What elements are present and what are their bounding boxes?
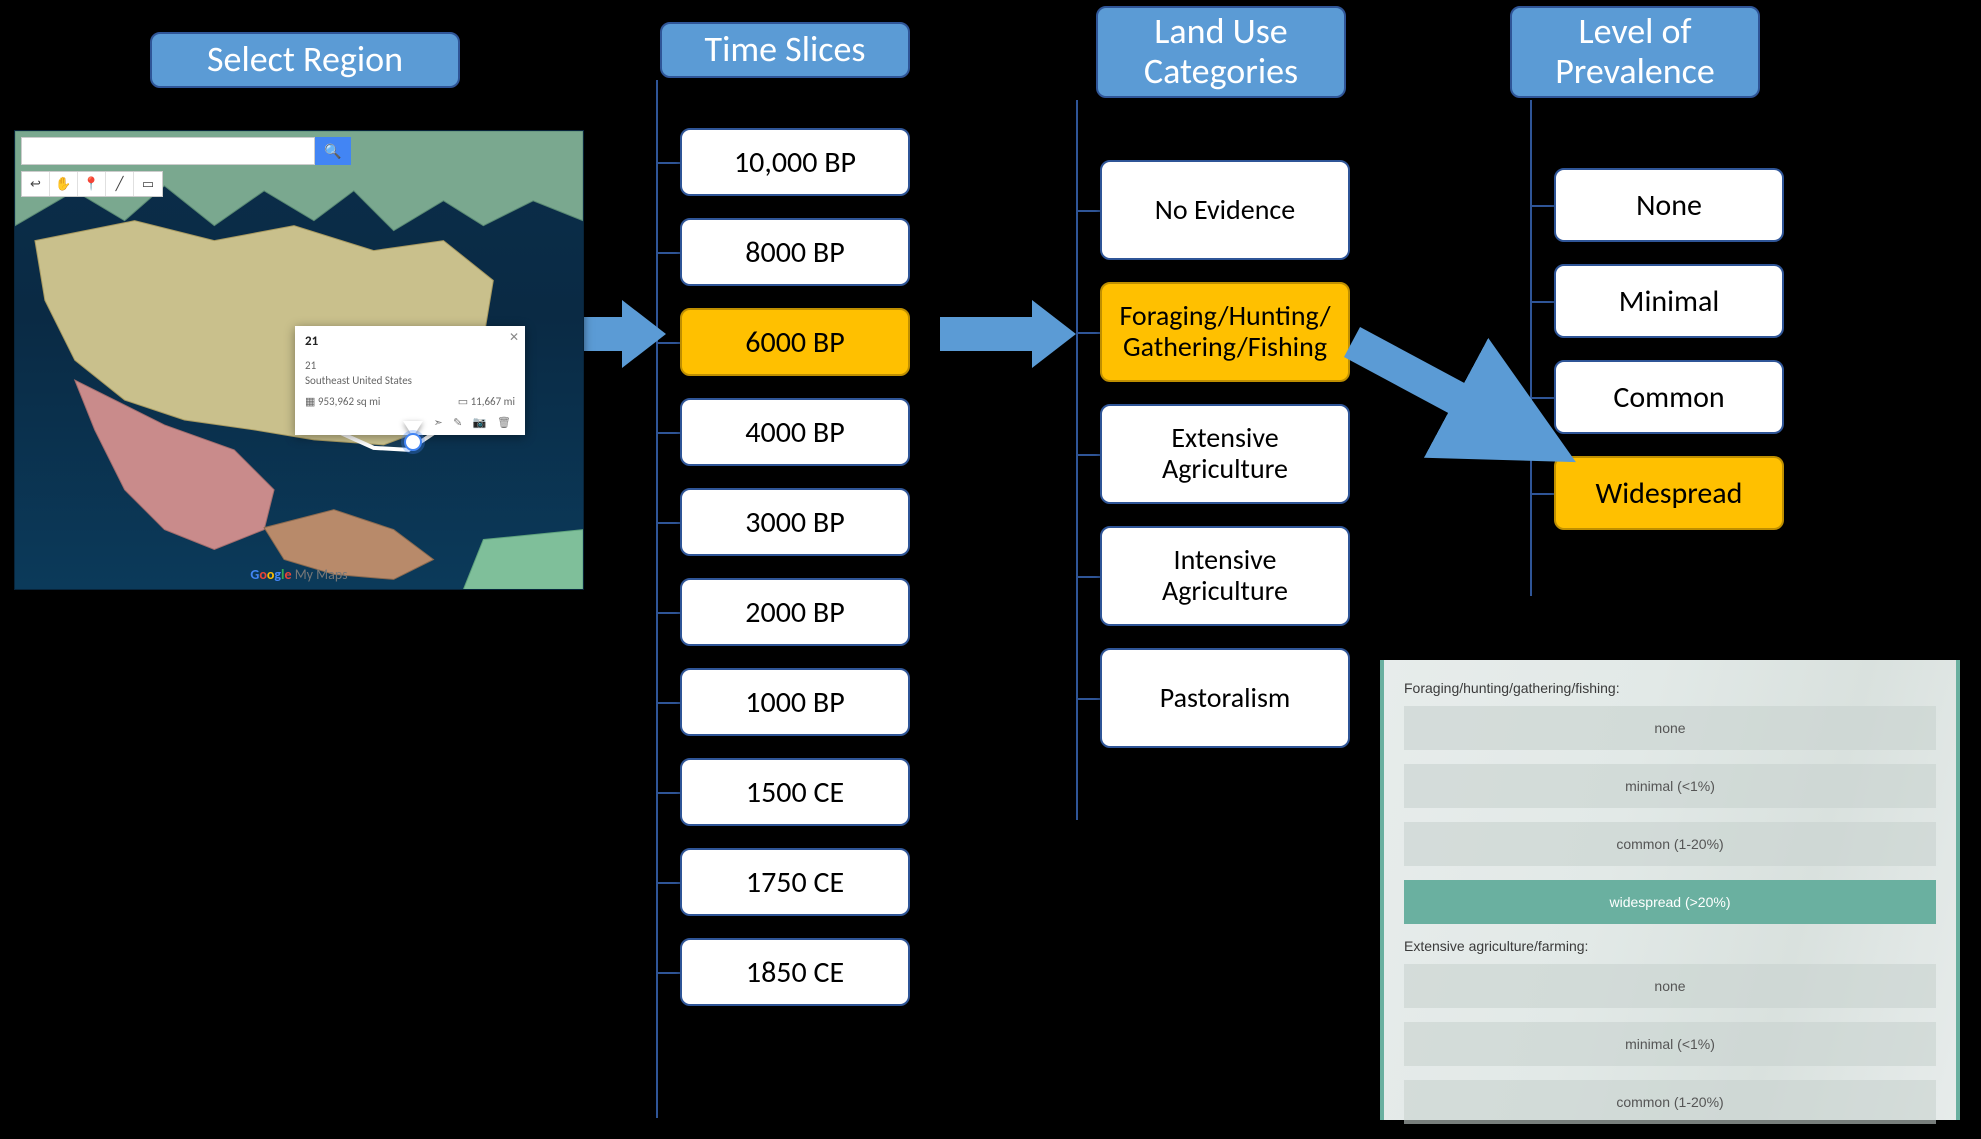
survey-q1-label: Foraging/hunting/gathering/fishing:	[1404, 680, 1936, 696]
survey-q1-option[interactable]: widespread (>20%)	[1404, 880, 1936, 924]
landuse-spine	[1076, 100, 1078, 820]
prevalence-item[interactable]: None	[1554, 168, 1784, 242]
time-item[interactable]: 1000 BP	[680, 668, 910, 736]
time-item[interactable]: 8000 BP	[680, 218, 910, 286]
map-tool-4[interactable]: ▭	[134, 172, 162, 196]
time-tick	[656, 972, 680, 974]
map-popup-action-icons[interactable]: ➣ ✎ 📷 🗑	[433, 416, 515, 429]
arrow-landuse-to-prevalence	[1302, 292, 1566, 480]
header-time: Time Slices	[660, 22, 910, 78]
time-tick	[656, 162, 680, 164]
time-tick	[656, 522, 680, 524]
time-spine	[656, 80, 658, 1118]
prevalence-item[interactable]: Common	[1554, 360, 1784, 434]
prevalence-tick	[1530, 205, 1554, 207]
map-popup-subtitle: 21	[305, 359, 515, 372]
survey-q1-option[interactable]: common (1-20%)	[1404, 822, 1936, 866]
time-item[interactable]: 6000 BP	[680, 308, 910, 376]
time-tick	[656, 792, 680, 794]
map-toolbar: ↩✋📍╱▭	[21, 171, 163, 197]
prevalence-item[interactable]: Minimal	[1554, 264, 1784, 338]
arrow-region-to-time	[582, 300, 666, 368]
landuse-tick	[1076, 332, 1100, 334]
map-tool-2[interactable]: 📍	[78, 172, 106, 196]
time-tick	[656, 432, 680, 434]
prevalence-item[interactable]: Widespread	[1554, 456, 1784, 530]
time-tick	[656, 882, 680, 884]
header-landuse: Land Use Categories	[1096, 6, 1346, 98]
map-popup-title: 21	[305, 334, 515, 349]
landuse-tick	[1076, 454, 1100, 456]
time-item[interactable]: 1500 CE	[680, 758, 910, 826]
map-search-input[interactable]	[21, 137, 315, 165]
map-popup-region: Southeast United States	[305, 374, 515, 387]
map-tool-0[interactable]: ↩	[22, 172, 50, 196]
time-tick	[656, 612, 680, 614]
map-search-button[interactable]: 🔍	[315, 137, 351, 165]
landuse-item[interactable]: Intensive Agriculture	[1100, 526, 1350, 626]
map-tool-3[interactable]: ╱	[106, 172, 134, 196]
time-item[interactable]: 3000 BP	[680, 488, 910, 556]
map-panel: 🔍↩✋📍╱▭✕2121Southeast United States▦ 953,…	[14, 130, 584, 590]
landuse-tick	[1076, 210, 1100, 212]
header-region: Select Region	[150, 32, 460, 88]
time-item[interactable]: 4000 BP	[680, 398, 910, 466]
landuse-tick	[1076, 698, 1100, 700]
survey-q2-option[interactable]: none	[1404, 964, 1936, 1008]
map-tool-1[interactable]: ✋	[50, 172, 78, 196]
survey-panel: Foraging/hunting/gathering/fishing: none m…	[1380, 660, 1960, 1120]
map-attribution: Google My Maps	[250, 566, 347, 583]
landuse-tick	[1076, 576, 1100, 578]
landuse-item[interactable]: Pastoralism	[1100, 648, 1350, 748]
map-popup: ✕2121Southeast United States▦ 953,962 sq…	[295, 326, 525, 435]
time-item[interactable]: 2000 BP	[680, 578, 910, 646]
time-item[interactable]: 10,000 BP	[680, 128, 910, 196]
time-tick	[656, 702, 680, 704]
map-popup-stats: ▦ 953,962 sq mi▭ 11,667 mi	[305, 395, 515, 408]
map-popup-close[interactable]: ✕	[509, 330, 519, 345]
survey-q2-option[interactable]: minimal (<1%)	[1404, 1022, 1936, 1066]
survey-q2-label: Extensive agriculture/farming:	[1404, 938, 1936, 954]
arrow-time-to-landuse	[940, 300, 1076, 368]
time-item[interactable]: 1750 CE	[680, 848, 910, 916]
landuse-item[interactable]: No Evidence	[1100, 160, 1350, 260]
prevalence-tick	[1530, 493, 1554, 495]
header-prevalence: Level of Prevalence	[1510, 6, 1760, 98]
map-marker[interactable]	[404, 433, 422, 451]
survey-q1-option[interactable]: minimal (<1%)	[1404, 764, 1936, 808]
survey-q2-option[interactable]: common (1-20%)	[1404, 1080, 1936, 1124]
time-item[interactable]: 1850 CE	[680, 938, 910, 1006]
time-tick	[656, 252, 680, 254]
map-search: 🔍	[21, 137, 351, 165]
survey-q1-option[interactable]: none	[1404, 706, 1936, 750]
